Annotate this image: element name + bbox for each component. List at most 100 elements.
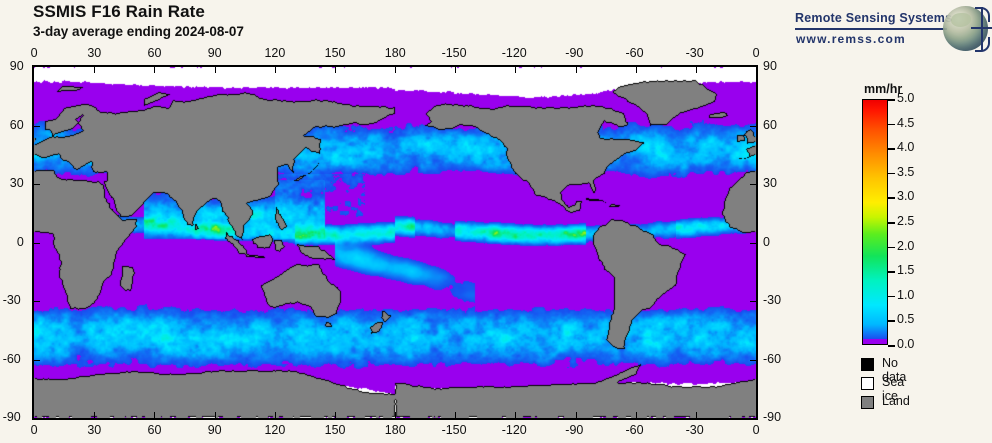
y-tick-label: 0 (16, 234, 24, 249)
legend-label: No data (882, 356, 907, 384)
x-tick (214, 67, 216, 73)
colorbar-tick-label: 1.5 (897, 263, 915, 278)
x-tick-label: -120 (501, 46, 527, 60)
antenna-crossbar-icon (971, 27, 992, 29)
antenna-hook-bottom-icon (975, 37, 990, 52)
page-title: SSMIS F16 Rain Rate (33, 2, 205, 21)
x-tick-label: 0 (752, 423, 760, 437)
y-tick (34, 359, 40, 361)
legend-label: Land (882, 394, 910, 408)
logo-divider (795, 28, 947, 30)
legend-swatch (861, 396, 874, 409)
x-tick-label: 60 (147, 46, 162, 60)
logo-company-name: Remote Sensing Systems (795, 11, 953, 25)
colorbar-tick (888, 271, 895, 273)
x-tick-label: -150 (441, 46, 467, 60)
x-tick-label: 30 (87, 423, 102, 437)
y-tick-label: 0 (763, 234, 770, 249)
legend-swatch (861, 358, 874, 371)
colorbar-tick (888, 99, 895, 101)
x-tick (274, 67, 276, 73)
colorbar-tick (888, 222, 895, 224)
y-tick-label: -90 (2, 410, 21, 424)
x-tick (515, 67, 517, 73)
x-tick (455, 412, 457, 418)
remss-logo[interactable]: Remote Sensing Systems www.remss.com (795, 6, 992, 52)
x-tick-label: 180 (384, 423, 406, 437)
x-tick-label: 0 (752, 46, 760, 60)
y-tick-label: -30 (2, 293, 21, 307)
colorbar-gradient (863, 100, 887, 344)
y-tick-label: 60 (9, 117, 24, 132)
colorbar-tick (888, 148, 895, 150)
x-tick (455, 67, 457, 73)
x-tick-label: 0 (30, 46, 38, 60)
y-tick-label: 60 (763, 117, 777, 132)
x-tick (334, 412, 336, 418)
x-tick-label: -90 (565, 46, 584, 60)
x-tick (575, 412, 577, 418)
x-tick-label: -120 (501, 423, 527, 437)
x-tick-label: 30 (87, 46, 102, 60)
x-tick (154, 412, 156, 418)
x-tick-label: 180 (384, 46, 406, 60)
y-tick (34, 242, 40, 244)
x-tick-label: -60 (625, 423, 644, 437)
rain-rate-map[interactable] (32, 65, 758, 420)
x-tick (94, 412, 96, 418)
y-tick-label: 90 (763, 59, 777, 73)
x-tick-label: -30 (685, 423, 704, 437)
x-tick-label: -30 (685, 46, 704, 60)
x-tick (274, 412, 276, 418)
x-tick-label: 0 (30, 423, 38, 437)
x-tick-label: 90 (207, 423, 222, 437)
colorbar-tick-label: 2.5 (897, 214, 915, 228)
y-tick-label: 90 (9, 59, 24, 73)
y-tick (34, 301, 40, 302)
x-tick (334, 67, 336, 73)
legend-swatch (861, 377, 874, 390)
y-tick (750, 184, 756, 185)
x-tick (94, 67, 96, 73)
y-tick (750, 301, 756, 302)
x-tick-label: -60 (625, 46, 644, 60)
colorbar-tick (888, 123, 895, 126)
x-tick (395, 67, 396, 73)
x-tick-label: 120 (264, 46, 286, 60)
x-tick (695, 67, 697, 73)
x-tick-label: -90 (565, 423, 584, 437)
y-tick-label: -60 (763, 351, 782, 366)
colorbar-tick-label: 1.0 (897, 287, 915, 302)
x-tick-label: 60 (147, 423, 162, 437)
x-tick (515, 412, 517, 418)
colorbar-tick-label: 5.0 (897, 91, 915, 105)
x-tick (575, 67, 577, 73)
y-tick (750, 359, 756, 361)
x-tick (395, 412, 396, 418)
colorbar-tick (888, 246, 895, 249)
antenna-hook-top-icon (975, 7, 990, 22)
x-tick-label: 120 (264, 423, 286, 437)
x-tick (214, 412, 216, 418)
colorbar-tick (888, 197, 895, 199)
colorbar-tick-label: 3.0 (897, 189, 915, 204)
x-tick (635, 67, 637, 73)
colorbar-tick (888, 345, 895, 347)
legend-label: Sea ice (882, 375, 905, 403)
colorbar-tick-label: 0.5 (897, 312, 915, 327)
colorbar-tick (888, 172, 895, 175)
x-tick-label: 150 (324, 423, 346, 437)
colorbar-tick-label: 4.0 (897, 140, 915, 155)
colorbar-tick-label: 2.0 (897, 238, 915, 253)
y-tick-label: 30 (9, 176, 24, 190)
colorbar-tick-label: 3.5 (897, 164, 915, 179)
y-tick (34, 125, 40, 127)
colorbar-tick (888, 320, 895, 322)
colorbar[interactable] (862, 99, 888, 345)
y-tick-label: -30 (763, 293, 782, 307)
colorbar-tick (888, 295, 895, 298)
colorbar-tick-label: 0.0 (897, 337, 915, 351)
colorbar-tick-label: 4.5 (897, 115, 915, 130)
x-tick-label: -150 (441, 423, 467, 437)
x-tick-label: 90 (207, 46, 222, 60)
